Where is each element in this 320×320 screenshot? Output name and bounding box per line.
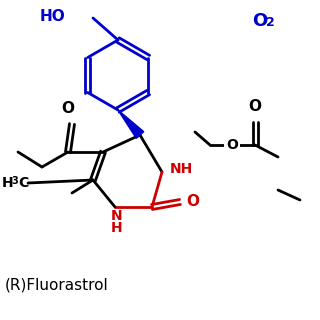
Text: N: N [111,209,123,223]
Text: (R)Fluorastrol: (R)Fluorastrol [5,277,109,292]
Text: C: C [18,176,28,190]
Text: 2: 2 [266,16,275,29]
Text: H: H [2,176,14,190]
Text: O: O [61,101,75,116]
Text: 3: 3 [11,176,18,186]
Text: NH: NH [170,162,193,176]
Text: O: O [186,195,199,210]
Text: O: O [226,138,238,152]
Text: O: O [252,12,267,30]
Text: HO: HO [39,9,65,23]
Text: H: H [111,221,123,235]
Polygon shape [118,110,144,138]
Text: O: O [249,99,261,114]
